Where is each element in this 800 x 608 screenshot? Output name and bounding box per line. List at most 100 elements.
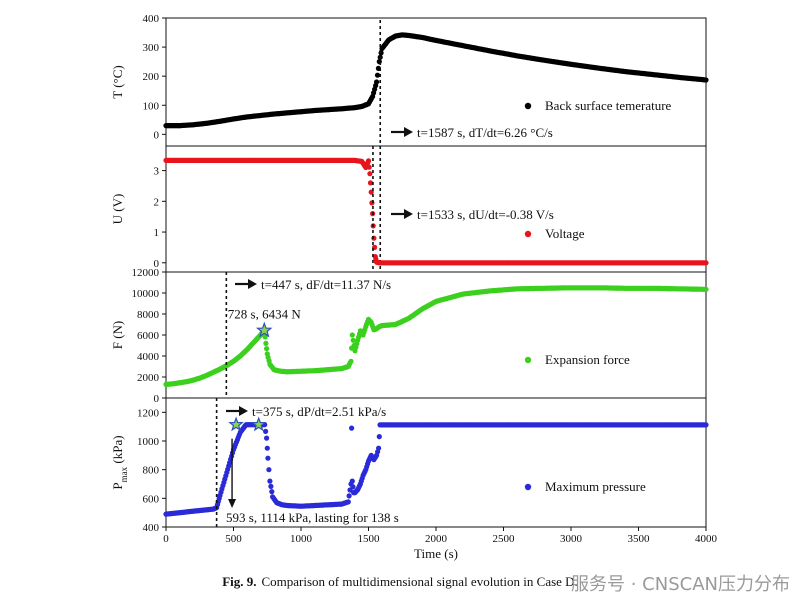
data-point [367,180,374,186]
y-axis-label: F (N) [110,321,125,350]
data-point [376,59,382,65]
data-point [262,334,268,340]
data-point [349,478,355,484]
data-point [366,164,372,170]
event-arrow-head [404,127,413,137]
y-tick-label: 3 [154,166,160,178]
data-point [263,428,269,434]
data-point [703,77,709,83]
data-point [269,489,275,495]
data-point [264,435,270,441]
y-tick-label: 1 [154,227,160,239]
data-point [267,478,273,484]
event-annotation: t=1587 s, dT/dt=6.26 °C/s [417,125,553,140]
x-tick-label: 1000 [290,533,313,545]
y-tick-label: 1200 [137,407,160,419]
watermark-text: 服务号 · CNSCAN压力分布 [571,574,790,595]
legend-marker [524,102,532,110]
y-tick-label: 8000 [137,309,160,321]
data-point [367,171,373,177]
y-axis-label: U (V) [110,194,125,225]
y-axis-label-main: P [110,482,125,489]
data-point [703,286,709,292]
y-axis-label-unit: (kPa) [110,435,125,466]
data-point [264,346,270,352]
y-tick-label: 1000 [137,436,160,448]
legend-label: Maximum pressure [545,479,646,494]
series-force-points [163,285,709,387]
x-tick-label: 2500 [493,533,516,545]
y-axis-label: T (°C) [110,65,125,98]
data-point [349,425,355,431]
x-axis: 0 500 1000 1500 2000 2500 3000 3500 4000 Time (s) [163,527,718,561]
data-point [268,483,274,489]
y-axis-label: Pmax (kPa) [110,435,129,489]
peak-star-marker [255,321,273,338]
y-tick-label: 800 [143,465,160,477]
legend-marker [524,483,532,491]
x-tick-label: 500 [225,533,242,545]
data-point [378,50,384,56]
plateau-annotation: 593 s, 1114 kPa, lasting for 138 s [226,510,399,525]
data-point [349,332,355,338]
x-tick-label: 0 [163,533,169,545]
legend-marker [524,230,532,238]
caption-text: Comparison of multidimensional signal ev… [262,574,578,589]
panel-pressure: 400 600 800 1000 1200 Pmax (kPa) t=375 s, dP/d… [110,397,709,534]
y-tick-label: 400 [143,522,160,534]
data-point [264,445,270,451]
data-point [348,358,354,364]
peak-annotation: 728 s, 6434 N [228,306,302,321]
y-tick-label: 600 [143,493,160,505]
event-annotation: t=447 s, dF/dt=11.37 N/s [261,277,391,292]
panel-voltage: 0 1 2 3 U (V) t=1533 s, dU/dt=-0.38 V/s Voltag… [110,145,709,273]
panel-force: 0 2000 4000 6000 8000 10000 12000 F (N) t=447 s,… [110,267,709,405]
y-axis-label-main: T (°C) [110,65,125,98]
y-tick-label: 200 [143,71,160,83]
panel-frame [165,271,707,399]
x-tick-label: 2000 [425,533,448,545]
y-axis-label-sub: max [119,466,129,482]
data-point [266,467,272,473]
data-point [265,455,271,461]
y-tick-label: 10000 [132,288,160,300]
y-tick-label: 300 [143,42,160,54]
data-point [371,235,377,241]
data-point [365,158,372,164]
panel-temperature: 0 100 200 300 400 T (°C) t=1587 s, dT/dt=6.26 … [110,13,709,272]
data-point [346,493,352,499]
data-point [263,340,269,346]
y-tick-label: 400 [143,13,160,25]
x-tick-label: 3500 [628,533,651,545]
legend-marker [524,356,532,364]
caption-label: Fig. 9. [222,574,256,589]
data-point [350,484,356,490]
data-point [345,499,351,505]
event-annotation: t=375 s, dP/dt=2.51 kPa/s [252,404,386,419]
x-axis-label: Time (s) [414,546,458,561]
x-tick-label: 4000 [695,533,718,545]
data-point [703,422,709,428]
y-axis-label-main: F (N) [110,321,125,350]
y-tick-label: 2 [154,196,160,208]
y-axis-label-main: U (V) [110,194,125,225]
plateau-end-star [250,416,267,432]
data-point [374,72,381,78]
y-tick-label: 0 [154,129,160,141]
event-arrow-head [248,279,257,289]
y-tick-label: 6000 [137,330,160,342]
y-tick-label: 4000 [137,351,160,363]
x-tick-label: 1500 [358,533,381,545]
data-point [376,445,382,451]
event-annotation: t=1533 s, dU/dt=-0.38 V/s [417,207,554,222]
series-temperature-points [163,32,709,129]
event-arrow-head [404,209,413,219]
plateau-arrow-head [228,499,237,508]
y-tick-label: 2000 [137,372,160,384]
event-arrow-head [239,406,248,416]
legend-label: Expansion force [545,352,630,367]
data-point [376,434,382,440]
legend-label: Voltage [545,226,585,241]
